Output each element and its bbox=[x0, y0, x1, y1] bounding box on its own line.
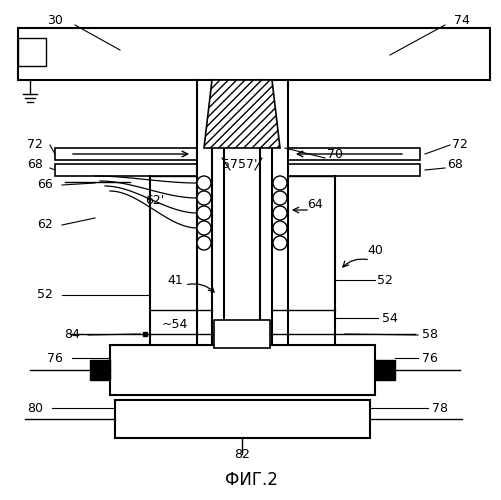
Text: 76: 76 bbox=[47, 352, 63, 364]
Text: 52: 52 bbox=[376, 274, 392, 286]
Bar bbox=[374, 360, 394, 380]
Text: 74: 74 bbox=[453, 14, 469, 26]
Circle shape bbox=[273, 191, 287, 205]
Text: 72: 72 bbox=[27, 138, 43, 151]
Text: 62': 62' bbox=[145, 194, 164, 206]
Circle shape bbox=[196, 221, 210, 235]
Text: 58: 58 bbox=[421, 328, 437, 342]
Circle shape bbox=[196, 191, 210, 205]
Bar bbox=[213, 320, 270, 348]
Polygon shape bbox=[203, 80, 280, 148]
Text: 57': 57' bbox=[238, 158, 257, 172]
Bar bbox=[90, 360, 110, 380]
Text: ~54: ~54 bbox=[161, 318, 188, 332]
Text: 62: 62 bbox=[37, 218, 53, 232]
Bar bbox=[18, 38, 46, 66]
Text: 68: 68 bbox=[27, 158, 43, 172]
Text: 70: 70 bbox=[326, 148, 342, 162]
Bar bbox=[288, 164, 419, 176]
Text: 76: 76 bbox=[421, 352, 437, 364]
Text: 84: 84 bbox=[64, 328, 80, 342]
Circle shape bbox=[273, 206, 287, 220]
Circle shape bbox=[196, 176, 210, 190]
Text: 78: 78 bbox=[431, 402, 447, 414]
Text: 40: 40 bbox=[366, 244, 382, 256]
Text: 82: 82 bbox=[233, 448, 249, 462]
Text: 64: 64 bbox=[307, 198, 322, 211]
Text: ФИГ.2: ФИГ.2 bbox=[224, 471, 277, 489]
Bar bbox=[110, 345, 374, 395]
Bar bbox=[18, 28, 489, 80]
Text: 52: 52 bbox=[37, 288, 53, 302]
Text: 72: 72 bbox=[451, 138, 467, 151]
Bar bbox=[288, 148, 419, 160]
Circle shape bbox=[273, 176, 287, 190]
Text: 68: 68 bbox=[446, 158, 462, 172]
Circle shape bbox=[273, 221, 287, 235]
Circle shape bbox=[196, 236, 210, 250]
Text: 80: 80 bbox=[27, 402, 43, 414]
Bar bbox=[55, 148, 196, 160]
Text: 30: 30 bbox=[47, 14, 63, 26]
Text: 66: 66 bbox=[37, 178, 53, 192]
Circle shape bbox=[196, 206, 210, 220]
Text: 57: 57 bbox=[221, 158, 237, 172]
Text: 41: 41 bbox=[167, 274, 182, 286]
Bar bbox=[115, 400, 369, 438]
Bar bbox=[55, 164, 196, 176]
Text: 54: 54 bbox=[381, 312, 397, 324]
Circle shape bbox=[273, 236, 287, 250]
